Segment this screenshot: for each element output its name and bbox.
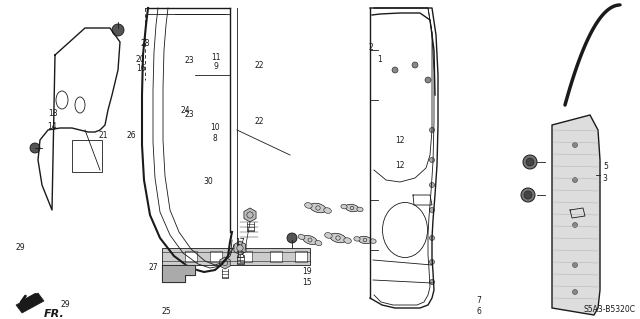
Circle shape <box>429 279 435 285</box>
Circle shape <box>429 158 435 162</box>
Text: 12: 12 <box>396 161 405 170</box>
Circle shape <box>526 158 534 166</box>
Circle shape <box>425 77 431 83</box>
Text: 23: 23 <box>184 56 195 65</box>
Circle shape <box>412 62 418 68</box>
Ellipse shape <box>303 235 317 245</box>
Polygon shape <box>244 208 256 222</box>
Ellipse shape <box>305 203 312 208</box>
Text: 15: 15 <box>302 278 312 287</box>
Text: 28: 28 <box>141 39 150 48</box>
Text: 26: 26 <box>127 131 136 140</box>
Ellipse shape <box>298 234 305 240</box>
Text: 5: 5 <box>603 162 608 171</box>
Polygon shape <box>234 241 246 255</box>
Bar <box>162 248 310 265</box>
Bar <box>210 251 222 262</box>
Text: 1: 1 <box>378 55 382 63</box>
Bar <box>185 251 197 262</box>
Circle shape <box>429 182 435 188</box>
Text: 6: 6 <box>476 307 481 315</box>
Text: 29: 29 <box>16 243 26 252</box>
Ellipse shape <box>346 204 358 212</box>
Polygon shape <box>552 115 600 315</box>
Circle shape <box>112 24 124 36</box>
Text: S5A3-B5320C: S5A3-B5320C <box>584 305 636 314</box>
Bar <box>270 251 282 262</box>
Circle shape <box>429 128 435 132</box>
Text: 16: 16 <box>136 64 146 73</box>
Polygon shape <box>162 265 195 282</box>
Text: 25: 25 <box>161 307 171 315</box>
Circle shape <box>573 290 577 294</box>
Text: 8: 8 <box>212 134 218 143</box>
Ellipse shape <box>344 238 351 243</box>
Circle shape <box>521 188 535 202</box>
Ellipse shape <box>341 204 347 209</box>
Circle shape <box>287 233 297 243</box>
Polygon shape <box>16 293 44 313</box>
Circle shape <box>429 235 435 241</box>
Text: 19: 19 <box>302 267 312 276</box>
Text: 20: 20 <box>136 55 146 63</box>
Ellipse shape <box>310 203 326 213</box>
Text: 21: 21 <box>98 131 108 140</box>
Ellipse shape <box>315 241 322 246</box>
Text: 13: 13 <box>236 251 245 260</box>
Circle shape <box>573 177 577 182</box>
Circle shape <box>429 259 435 264</box>
Ellipse shape <box>358 236 372 244</box>
Text: 30: 30 <box>204 177 213 186</box>
Ellipse shape <box>354 237 360 241</box>
Text: 12: 12 <box>396 136 405 145</box>
Text: 14: 14 <box>47 122 58 130</box>
Text: FR.: FR. <box>44 309 65 319</box>
Text: 23: 23 <box>184 110 195 119</box>
Circle shape <box>573 263 577 268</box>
Polygon shape <box>220 257 230 269</box>
Circle shape <box>573 143 577 147</box>
Text: 18: 18 <box>48 109 57 118</box>
Circle shape <box>392 67 398 73</box>
Text: 2: 2 <box>369 43 373 52</box>
Bar <box>295 251 307 262</box>
Ellipse shape <box>370 239 376 243</box>
Text: 9: 9 <box>214 63 219 71</box>
Ellipse shape <box>357 207 363 212</box>
Text: 3: 3 <box>603 174 608 182</box>
Circle shape <box>523 155 537 169</box>
Text: 11: 11 <box>212 53 221 62</box>
Text: 22: 22 <box>255 117 264 126</box>
Bar <box>240 251 252 262</box>
Circle shape <box>429 207 435 212</box>
Circle shape <box>30 143 40 153</box>
Text: 22: 22 <box>255 61 264 70</box>
Ellipse shape <box>330 233 346 243</box>
Text: 24: 24 <box>180 106 190 115</box>
Text: 7: 7 <box>476 296 481 305</box>
Ellipse shape <box>324 233 332 238</box>
Text: 10: 10 <box>210 123 220 132</box>
Text: 29: 29 <box>61 300 70 309</box>
Ellipse shape <box>324 208 332 213</box>
Circle shape <box>573 222 577 227</box>
Circle shape <box>524 191 532 199</box>
Text: 27: 27 <box>148 263 158 272</box>
Text: 17: 17 <box>236 238 245 247</box>
